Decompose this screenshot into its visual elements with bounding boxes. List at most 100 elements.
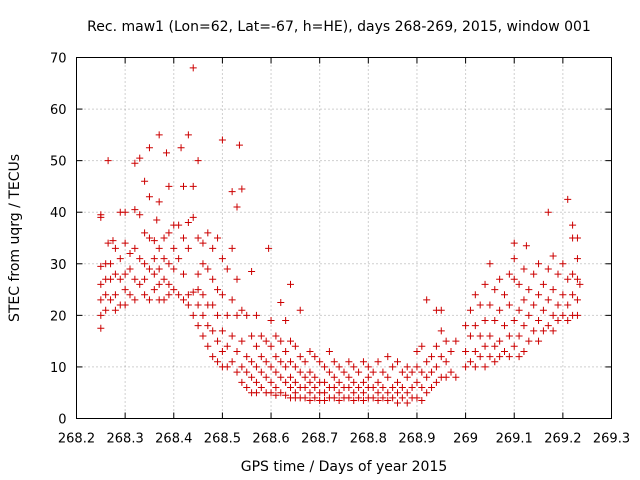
axis-ticks (76, 57, 612, 419)
x-tick-label: 268.9 (398, 432, 435, 447)
data-point (573, 311, 581, 319)
data-point (505, 301, 513, 309)
x-tick-label: 268.8 (350, 432, 387, 447)
chart-title: Rec. maw1 (Lon=62, Lat=-67, h=HE), days … (87, 19, 591, 35)
data-point (111, 244, 119, 252)
data-point (145, 265, 153, 273)
data-point (486, 353, 494, 361)
data-point (272, 391, 280, 399)
data-point (486, 301, 494, 309)
data-point (510, 342, 518, 350)
data-point (447, 368, 455, 376)
data-point (111, 270, 119, 278)
data-point (194, 157, 202, 165)
data-point (350, 389, 358, 397)
data-point (189, 213, 197, 221)
data-point (544, 208, 552, 216)
data-point (150, 237, 158, 245)
data-point (131, 275, 139, 283)
data-point (364, 373, 372, 381)
data-point (437, 306, 445, 314)
data-point (189, 182, 197, 190)
data-point (394, 389, 401, 397)
data-point (170, 265, 178, 273)
data-point (510, 275, 518, 283)
data-point (121, 239, 129, 247)
data-point (214, 358, 222, 366)
data-point (277, 389, 285, 397)
data-point (525, 337, 533, 345)
data-point (398, 384, 406, 392)
data-point (398, 368, 406, 376)
data-point (199, 260, 207, 268)
data-point (389, 394, 397, 402)
data-point (501, 347, 508, 355)
data-point (291, 363, 299, 371)
data-point (243, 384, 251, 392)
data-point (145, 296, 153, 304)
data-point (155, 280, 163, 288)
data-point (223, 342, 231, 350)
data-point (573, 275, 581, 283)
data-point (394, 378, 401, 386)
data-point (204, 265, 212, 273)
data-point (104, 157, 112, 165)
data-point (165, 229, 173, 237)
data-point (544, 296, 552, 304)
data-point (325, 368, 333, 376)
data-point (496, 275, 504, 283)
data-point (267, 342, 275, 350)
data-point (355, 394, 363, 402)
data-point (539, 306, 547, 314)
data-point (535, 291, 543, 299)
data-point (408, 368, 416, 376)
data-point (116, 255, 124, 263)
data-point (175, 221, 183, 229)
data-point (481, 342, 489, 350)
data-point (265, 244, 273, 252)
data-point (104, 239, 112, 247)
data-point (325, 347, 333, 355)
data-point (413, 378, 421, 386)
data-point (413, 394, 421, 402)
data-point (277, 337, 285, 345)
data-point (194, 301, 202, 309)
data-point (141, 260, 149, 268)
data-point (153, 216, 161, 224)
data-point (549, 311, 557, 319)
data-point (491, 358, 499, 366)
data-point (131, 244, 139, 252)
data-point (301, 384, 309, 392)
data-point (107, 260, 115, 268)
data-point (564, 275, 572, 283)
data-point (350, 363, 358, 371)
data-point (272, 353, 280, 361)
data-point (413, 363, 421, 371)
data-point (359, 389, 367, 397)
data-point (257, 332, 265, 340)
data-point (491, 286, 499, 294)
data-point (569, 270, 577, 278)
data-point (423, 373, 431, 381)
x-tick-label: 269.1 (496, 432, 533, 447)
data-point (150, 255, 158, 263)
data-point (539, 327, 547, 335)
data-point (257, 353, 265, 361)
data-point (282, 378, 290, 386)
data-point (111, 291, 119, 299)
data-point (248, 373, 256, 381)
data-point (418, 368, 426, 376)
data-point (199, 311, 207, 319)
data-point (340, 368, 348, 376)
data-point (466, 358, 474, 366)
data-point (389, 384, 397, 392)
data-point (321, 378, 329, 386)
data-point (535, 260, 543, 268)
data-point (277, 373, 285, 381)
data-point (394, 399, 401, 407)
data-point (418, 342, 426, 350)
data-point (491, 317, 499, 325)
data-point (184, 131, 192, 139)
data-point (384, 353, 392, 361)
data-point (126, 249, 134, 257)
